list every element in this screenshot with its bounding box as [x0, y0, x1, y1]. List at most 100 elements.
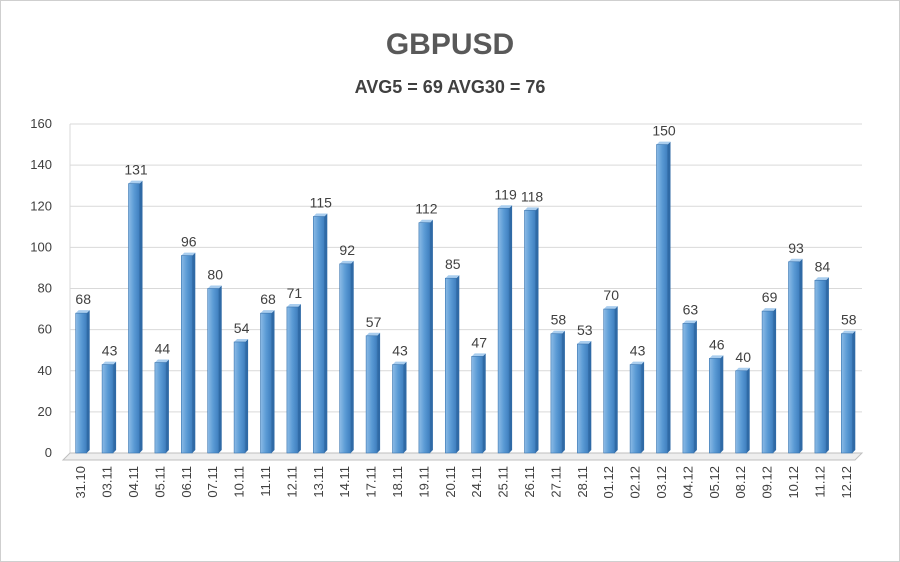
bar-front: [128, 183, 140, 454]
bars: [75, 141, 856, 454]
data-label: 115: [310, 195, 333, 211]
bar-top: [603, 306, 618, 310]
x-tick-label: 19.11: [416, 466, 431, 498]
bar-top: [735, 367, 750, 371]
bar-front: [312, 216, 325, 454]
bar-front: [75, 312, 87, 454]
bar: [656, 141, 671, 454]
data-label: 70: [603, 287, 619, 303]
x-tick-label: 12.12: [839, 466, 854, 499]
data-label: 46: [709, 336, 725, 352]
x-tick-label: 04.11: [126, 466, 141, 498]
x-tick-label: 26.11: [522, 466, 537, 498]
x-tick-label: 04.12: [680, 466, 695, 499]
bar-side: [139, 180, 143, 453]
bar-front: [550, 333, 563, 454]
x-tick-label: 05.12: [707, 466, 722, 499]
bar-side: [218, 285, 222, 453]
bar-side: [720, 355, 724, 453]
bar-top: [814, 277, 829, 281]
bar: [154, 359, 169, 454]
data-label: 47: [471, 334, 487, 350]
chart-subtitle: AVG5 = 69 AVG30 = 76: [354, 77, 546, 97]
bar-front: [260, 312, 272, 454]
bar: [128, 180, 143, 454]
bar-front: [154, 362, 167, 454]
bar-side: [667, 141, 671, 453]
bar-side: [245, 338, 249, 453]
data-label: 69: [762, 289, 778, 305]
bar-top: [498, 205, 513, 209]
bar-top: [577, 341, 592, 345]
bar-top: [471, 353, 486, 357]
bar: [814, 277, 829, 454]
data-label: 53: [577, 322, 593, 338]
bar-front: [708, 358, 721, 454]
bar-side: [192, 252, 196, 453]
bar-front: [339, 263, 352, 454]
y-tick-label: 100: [30, 239, 52, 254]
bar-side: [641, 361, 645, 453]
bar-top: [128, 180, 143, 184]
bar: [101, 361, 117, 454]
bar-top: [656, 141, 671, 145]
bar-front: [682, 323, 695, 454]
bar: [761, 308, 777, 454]
bar: [629, 361, 645, 454]
bar-side: [350, 260, 354, 453]
x-tick-label: 20.11: [443, 466, 458, 498]
y-tick-label: 20: [38, 404, 52, 419]
bar-side: [86, 310, 90, 453]
x-tick-label: 01.12: [601, 466, 616, 499]
bar-top: [788, 258, 803, 262]
bar: [471, 353, 486, 454]
data-label: 118: [521, 188, 544, 204]
data-label: 93: [788, 240, 804, 256]
bar-side: [773, 308, 777, 453]
data-label: 71: [287, 285, 303, 301]
x-tick-label: 17.11: [364, 466, 379, 498]
bar-top: [709, 355, 724, 359]
bar-top: [260, 310, 275, 314]
bar-side: [746, 367, 750, 453]
bar-top: [102, 361, 117, 365]
bar-front: [365, 335, 378, 454]
bar-front: [788, 261, 800, 454]
data-label: 68: [75, 291, 91, 307]
x-tick-label: 13.11: [311, 466, 326, 498]
data-label: 85: [445, 256, 461, 272]
data-label: 54: [234, 320, 250, 336]
bar-front: [233, 341, 246, 454]
bar-front: [656, 144, 668, 454]
x-tick-label: 06.11: [179, 466, 194, 498]
data-labels: 68 43 131 44 96 80 54 68 71 115 92 57 43 112 85 47 119 11…: [75, 123, 856, 365]
data-label: 92: [339, 242, 355, 258]
x-tick-label: 11.12: [812, 466, 827, 498]
data-label: 84: [815, 258, 831, 274]
x-tick-label: 07.11: [205, 466, 220, 498]
bar-front: [576, 343, 589, 454]
data-label: 43: [630, 343, 646, 359]
bar-front: [181, 255, 193, 454]
x-tick-label: 28.11: [575, 466, 590, 498]
data-label: 43: [102, 343, 118, 359]
bar-top: [682, 320, 697, 324]
bar-side: [165, 359, 169, 453]
bar-side: [799, 258, 803, 453]
bar: [576, 341, 592, 454]
data-label: 96: [181, 234, 197, 250]
data-label: 58: [551, 312, 567, 328]
x-tick-label: 25.11: [496, 466, 511, 498]
bar-side: [509, 205, 513, 453]
bar: [497, 205, 513, 454]
x-tick-label: 03.12: [654, 466, 669, 499]
bar-front: [392, 364, 404, 454]
x-tick-label: 31.10: [73, 466, 88, 499]
chart-title: GBPUSD: [385, 28, 515, 61]
bar-top: [313, 213, 328, 217]
bar-top: [339, 260, 354, 264]
bar-front: [814, 279, 827, 454]
data-label: 58: [841, 312, 857, 328]
bar: [444, 275, 460, 454]
bar-front: [524, 210, 536, 454]
